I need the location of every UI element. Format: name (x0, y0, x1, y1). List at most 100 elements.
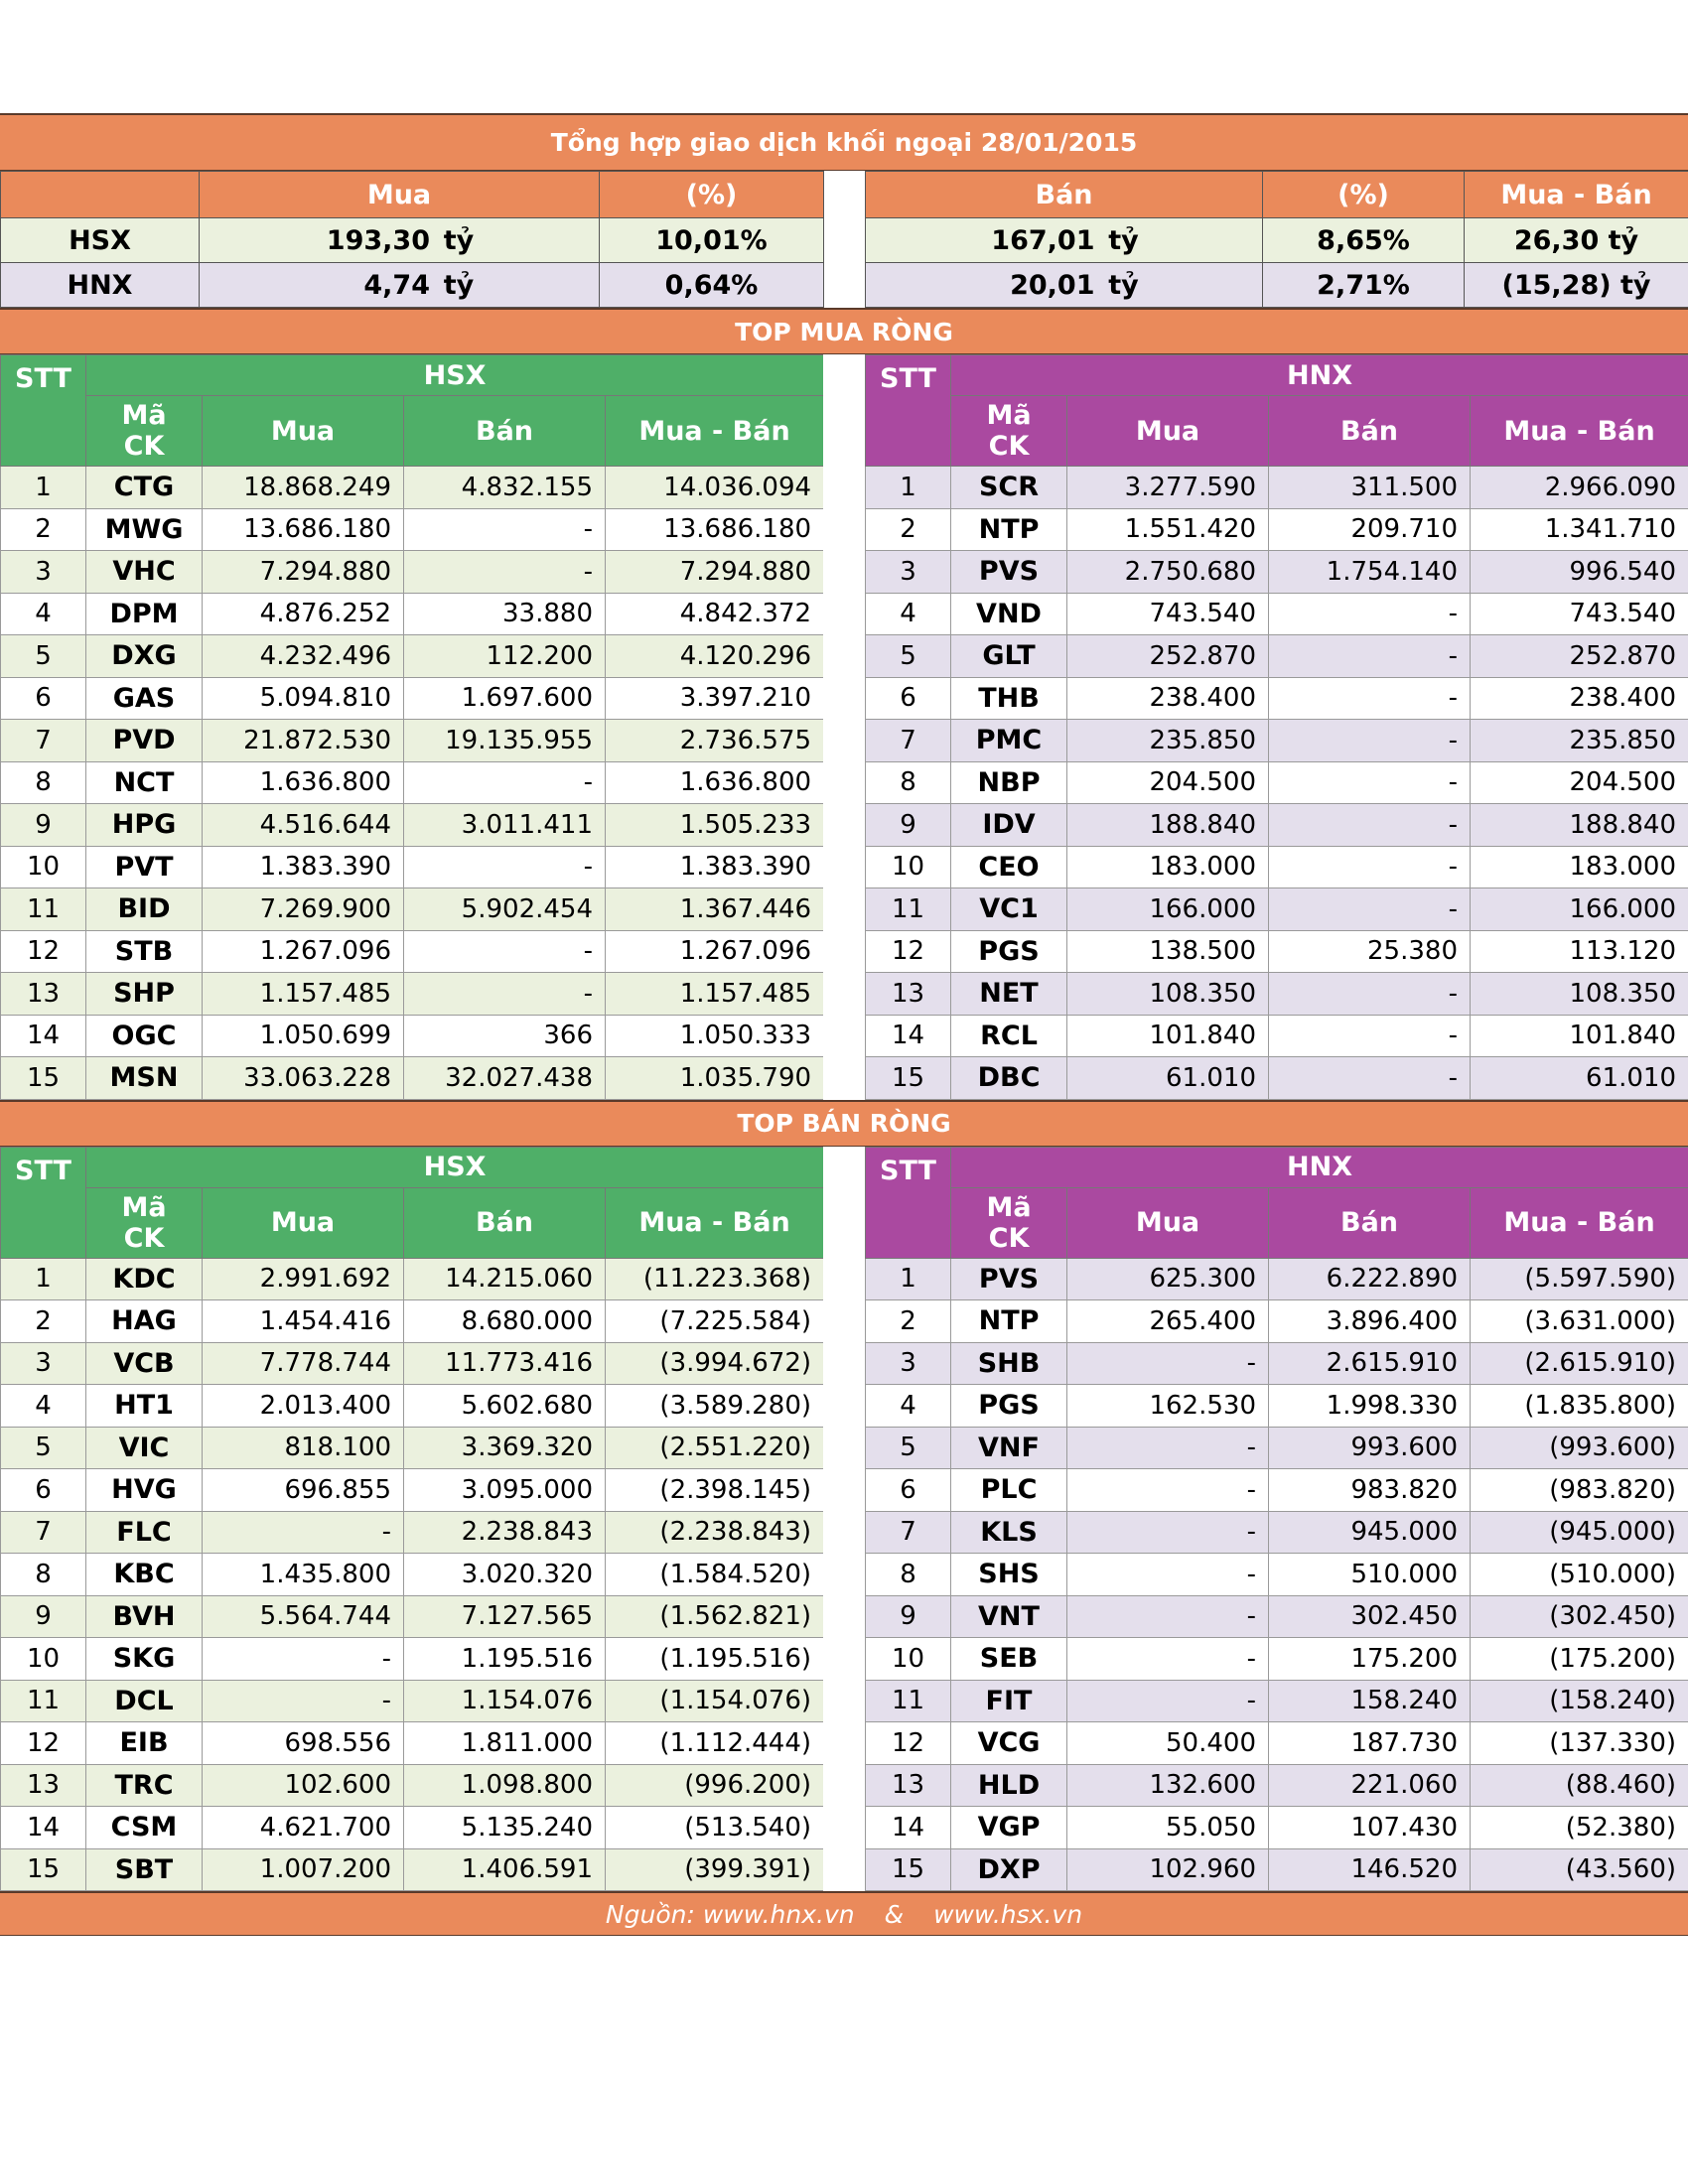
table-row: 4 HT1 2.013.400 5.602.680 (3.589.280) (0, 1384, 825, 1428)
row-code: VNF (950, 1426, 1067, 1469)
row-code: VGP (950, 1806, 1067, 1849)
row-ban: - (1268, 972, 1471, 1016)
row-net: (3.589.280) (604, 1384, 825, 1428)
row-ban: 945.000 (1268, 1510, 1471, 1554)
source-hnx: Nguồn: www.hnx.vn (605, 1899, 855, 1929)
row-mua: 162.530 (1066, 1384, 1269, 1428)
row-mua: 625.300 (1066, 1257, 1269, 1300)
row-code: EIB (85, 1721, 203, 1765)
row-mua: 2.750.680 (1066, 550, 1269, 594)
row-stt: 1 (0, 466, 86, 509)
source-footer: Nguồn: www.hnx.vn & www.hsx.vn (0, 1891, 1688, 1936)
row-mua: 138.500 (1066, 929, 1269, 973)
column-header-ck: CK (123, 1222, 165, 1254)
row-code: DBC (950, 1056, 1067, 1100)
row-stt: 13 (0, 972, 86, 1016)
row-mua: - (1066, 1594, 1269, 1638)
row-code: NTP (950, 507, 1067, 551)
row-ban: - (403, 760, 606, 804)
table-row: 2 HAG 1.454.416 8.680.000 (7.225.584) (0, 1299, 825, 1343)
row-net: (11.223.368) (604, 1257, 825, 1300)
exchange-header: HNX (949, 1146, 1688, 1188)
table-row: 10 SEB -175.200 (175.200) (865, 1637, 1688, 1681)
exchange-header: HNX (949, 354, 1688, 396)
row-net: 7.294.880 (604, 550, 825, 594)
row-mua: - (202, 1510, 404, 1554)
row-mua: - (1066, 1679, 1269, 1722)
row-stt: 9 (865, 1594, 951, 1638)
table-row: 15 DXP 102.960 146.520 (43.560) (865, 1847, 1688, 1891)
row-mua: 101.840 (1066, 1014, 1269, 1057)
row-stt: 12 (865, 1721, 951, 1765)
row-mua: 235.850 (1066, 719, 1269, 762)
row-net: 996.540 (1469, 550, 1688, 594)
row-mua: 204.500 (1066, 760, 1269, 804)
table-row: 15 MSN 33.063.228 32.027.438 1.035.790 (0, 1056, 825, 1100)
row-stt: 15 (0, 1847, 86, 1891)
summary-table: Mua (%) Bán (%) Mua - Bán HSX 193,30 tỷ 1… (0, 171, 1688, 308)
summary-ban-cell: 167,01 tỷ (865, 217, 1263, 263)
row-code: RCL (950, 1014, 1067, 1057)
row-code: VCB (85, 1341, 203, 1385)
row-net: (513.540) (604, 1806, 825, 1849)
table-row: 7 FLC -2.238.843 (2.238.843) (0, 1510, 825, 1554)
row-mua: 108.350 (1066, 972, 1269, 1016)
row-code: FLC (85, 1510, 203, 1554)
row-ban: - (1268, 760, 1471, 804)
row-mua: 743.540 (1066, 592, 1269, 635)
summary-header-ban-pct: (%) (1262, 171, 1465, 218)
row-mua: - (1066, 1510, 1269, 1554)
row-stt: 3 (865, 550, 951, 594)
row-net: (993.600) (1469, 1426, 1688, 1469)
row-stt: 6 (865, 1468, 951, 1512)
table-row: 2 NTP 265.400 3.896.400 (3.631.000) (865, 1299, 1688, 1343)
row-ban: - (1268, 887, 1471, 931)
row-code: VNT (950, 1594, 1067, 1638)
row-ban: 33.880 (403, 592, 606, 635)
row-code: SKG (85, 1637, 203, 1681)
column-header-ck: CK (988, 431, 1030, 462)
row-code: CEO (950, 845, 1067, 888)
row-net: 101.840 (1469, 1014, 1688, 1057)
row-net: 1.636.800 (604, 760, 825, 804)
table-row: 11 FIT -158.240 (158.240) (865, 1679, 1688, 1722)
row-mua: - (1066, 1553, 1269, 1596)
row-mua: 7.294.880 (202, 550, 404, 594)
table-row: 11 VC1 166.000-166.000 (865, 887, 1688, 931)
row-net: (2.238.843) (604, 1510, 825, 1554)
row-net: (1.154.076) (604, 1679, 825, 1722)
row-stt: 6 (0, 1468, 86, 1512)
column-header-stt: STT (0, 354, 86, 467)
top-sell-hsx-panel: STT HSX Mã CK Mua Bán Mua - Bán 1 KDC 2.991.692 14… (0, 1146, 825, 1892)
row-net: 2.736.575 (604, 719, 825, 762)
row-net: 238.400 (1469, 676, 1688, 720)
panel-gap (823, 1146, 865, 1891)
summary-row-hnx: HNX 4,74 tỷ 0,64% 20,01 tỷ 2,71% (15,28) t… (0, 262, 1688, 308)
row-net: 14.036.094 (604, 466, 825, 509)
row-code: IDV (950, 803, 1067, 847)
row-stt: 8 (0, 760, 86, 804)
row-code: PMC (950, 719, 1067, 762)
column-header-ma: Mã (986, 400, 1032, 431)
table-row: 7 PMC 235.850-235.850 (865, 719, 1688, 762)
table-header-row-2: Mã CK Mua Bán Mua - Bán (1, 1186, 825, 1259)
row-mua: 818.100 (202, 1426, 404, 1469)
row-stt: 5 (865, 634, 951, 678)
row-net: (996.200) (604, 1763, 825, 1807)
row-ban: 3.896.400 (1268, 1299, 1471, 1343)
row-net: (158.240) (1469, 1679, 1688, 1722)
row-ban: 11.773.416 (403, 1341, 606, 1385)
row-ban: - (1268, 803, 1471, 847)
row-ban: 14.215.060 (403, 1257, 606, 1300)
column-header-mua: Mua (1066, 395, 1269, 467)
row-stt: 13 (0, 1763, 86, 1807)
row-code: SHB (950, 1341, 1067, 1385)
row-code: DXG (85, 634, 203, 678)
row-net: (1.195.516) (604, 1637, 825, 1681)
row-net: (1.562.821) (604, 1594, 825, 1638)
table-row: 8 SHS -510.000 (510.000) (865, 1553, 1688, 1596)
summary-net: 26,30 tỷ (1464, 217, 1688, 263)
row-stt: 3 (0, 1341, 86, 1385)
row-ban: 3.369.320 (403, 1426, 606, 1469)
row-ban: 146.520 (1268, 1847, 1471, 1891)
